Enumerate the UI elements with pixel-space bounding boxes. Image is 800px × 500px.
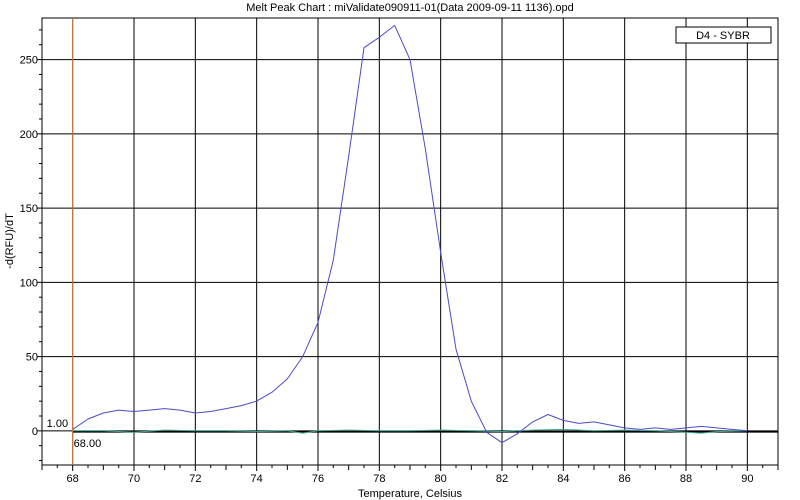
x-tick-label: 82 <box>496 473 508 485</box>
y-tick-label: 100 <box>20 277 38 289</box>
y-tick-label: 200 <box>20 129 38 141</box>
y-axis: 0 50 100 150 200 250 <box>20 29 42 462</box>
cursor-x-readout: 68.00 <box>74 438 102 450</box>
x-tick-label: 72 <box>189 473 201 485</box>
cursor-y-readout: 1.00 <box>47 418 68 430</box>
x-tick-label: 88 <box>680 473 692 485</box>
x-tick-label: 76 <box>312 473 324 485</box>
y-tick-label: 0 <box>32 426 38 438</box>
x-tick-label: 80 <box>435 473 447 485</box>
legend-box <box>675 26 772 44</box>
x-axis: 68 70 72 74 76 78 80 82 84 86 88 90 <box>41 465 779 485</box>
x-axis-title: Temperature, Celsius <box>358 488 462 500</box>
x-tick-label: 78 <box>373 473 385 485</box>
y-axis-title: -d(RFU)/dT <box>4 213 16 269</box>
legend: D4 - SYBR <box>675 26 772 44</box>
x-tick-label: 70 <box>128 473 140 485</box>
chart-title: Melt Peak Chart : miValidate090911-01(Da… <box>246 2 574 14</box>
series-layer <box>72 24 778 444</box>
y-tick-label: 50 <box>26 352 38 364</box>
x-tick-label: 68 <box>67 473 79 485</box>
y-tick-label: 150 <box>20 203 38 215</box>
cursor-layer: 68.00 1.00 <box>47 18 102 465</box>
series-line-1 <box>72 428 748 434</box>
x-tick-label: 74 <box>251 473 263 485</box>
x-tick-label: 84 <box>557 473 569 485</box>
plot-area <box>41 17 779 466</box>
legend-entry: D4 - SYBR <box>696 30 750 42</box>
x-tick-label: 86 <box>619 473 631 485</box>
series-line-d4-sybr <box>72 24 748 444</box>
y-tick-label: 250 <box>20 55 38 67</box>
x-tick-label: 90 <box>741 473 753 485</box>
